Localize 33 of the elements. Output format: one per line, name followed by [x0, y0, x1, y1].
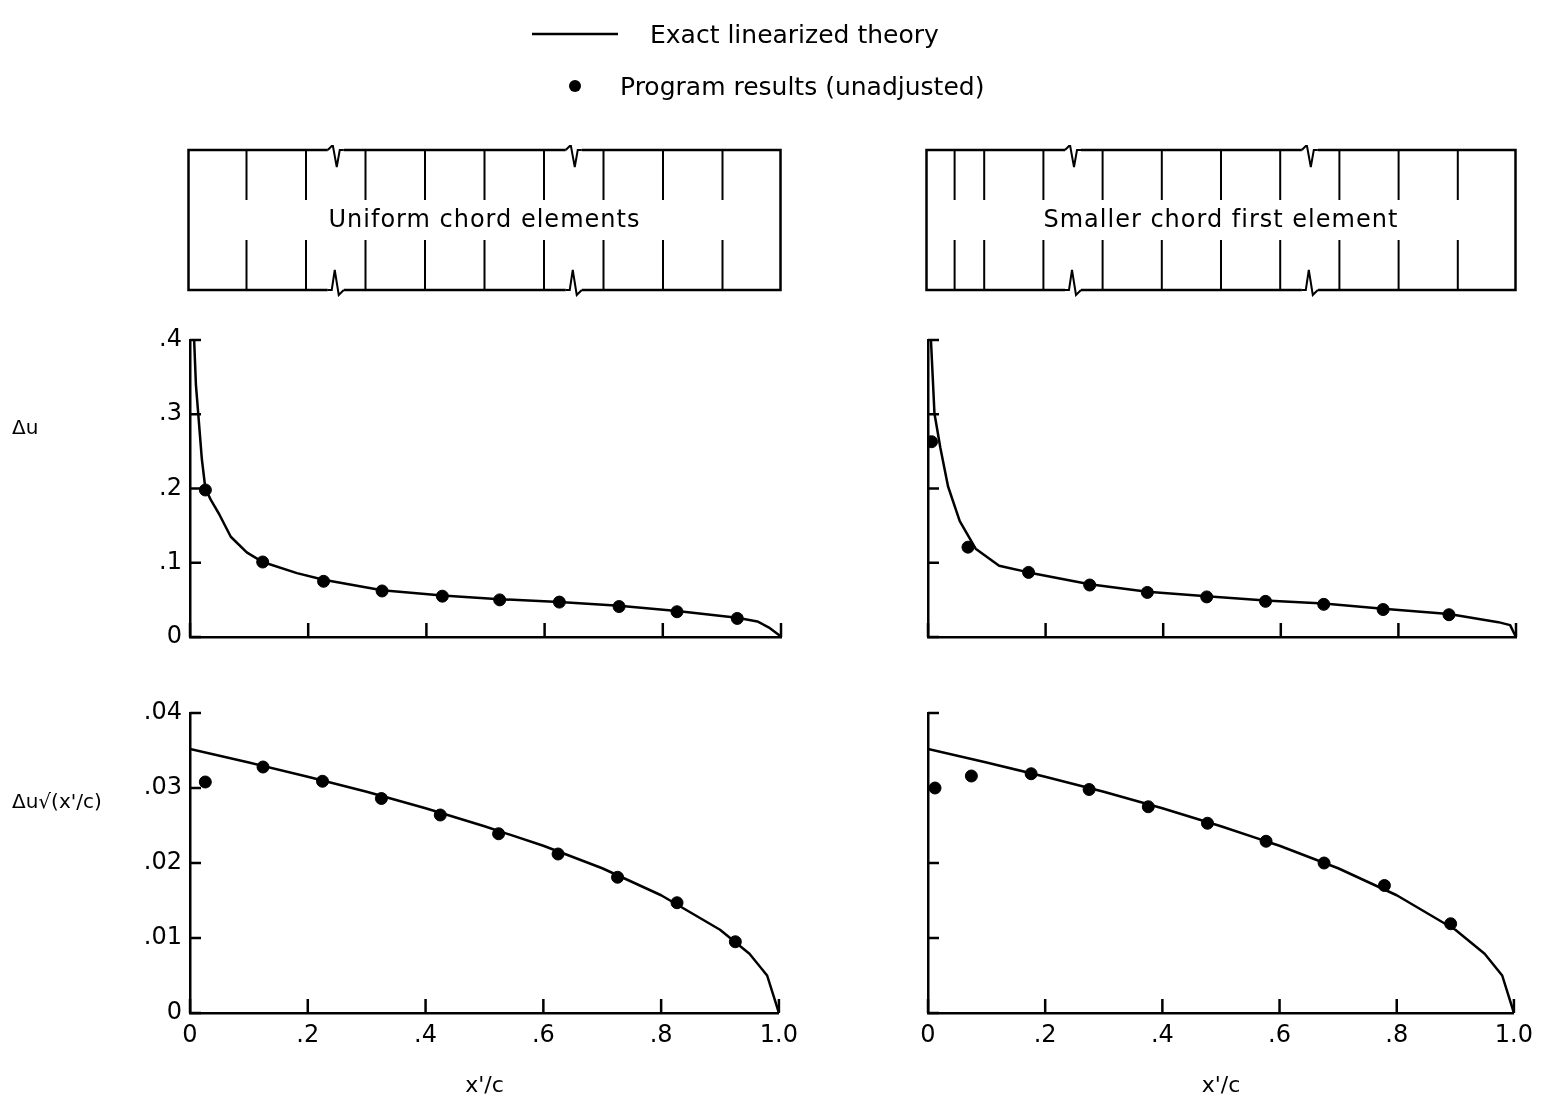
x-tick-label: 1.0 [1494, 1019, 1533, 1048]
x-tick-label: .6 [1268, 1019, 1291, 1048]
y-tick-label: .4 [159, 324, 182, 353]
point [198, 775, 212, 789]
y-tick-label: .03 [143, 772, 182, 801]
y-axis-title: Δu [12, 415, 39, 440]
y-axis-title: Δu√(x'/c) [12, 789, 102, 814]
x-tick-label: .8 [1385, 1019, 1409, 1048]
x-tick-label: 0 [920, 1019, 936, 1048]
x-tick-label: .2 [1033, 1019, 1057, 1048]
point [961, 540, 975, 554]
chart-subtitle: Smaller chord first element [1043, 205, 1399, 233]
y-tick-label: .1 [159, 546, 182, 575]
x-tick-label: 1.0 [759, 1019, 798, 1048]
x-tick-label: .8 [649, 1019, 673, 1048]
x-tick-label: .4 [1150, 1019, 1174, 1048]
y-tick-label: 0 [166, 997, 182, 1026]
chart-subtitle: Uniform chord elements [328, 205, 641, 233]
legend-label: Program results (unadjusted) [620, 71, 985, 101]
point [964, 769, 978, 783]
y-tick-label: 0 [166, 621, 182, 650]
x-tick-label: .2 [296, 1019, 320, 1048]
y-tick-label: .04 [143, 697, 182, 726]
x-tick-label: .4 [414, 1019, 438, 1048]
legend-label: Exact linearized theory [650, 19, 939, 49]
y-tick-label: .02 [143, 847, 182, 876]
y-tick-label: .01 [143, 922, 182, 951]
y-tick-label: .3 [159, 398, 182, 427]
x-axis-title: x'/c [465, 1071, 504, 1097]
x-axis-title: x'/c [1201, 1071, 1241, 1097]
x-tick-label: .6 [531, 1019, 555, 1048]
y-tick-label: .2 [159, 472, 182, 501]
point [928, 781, 942, 795]
